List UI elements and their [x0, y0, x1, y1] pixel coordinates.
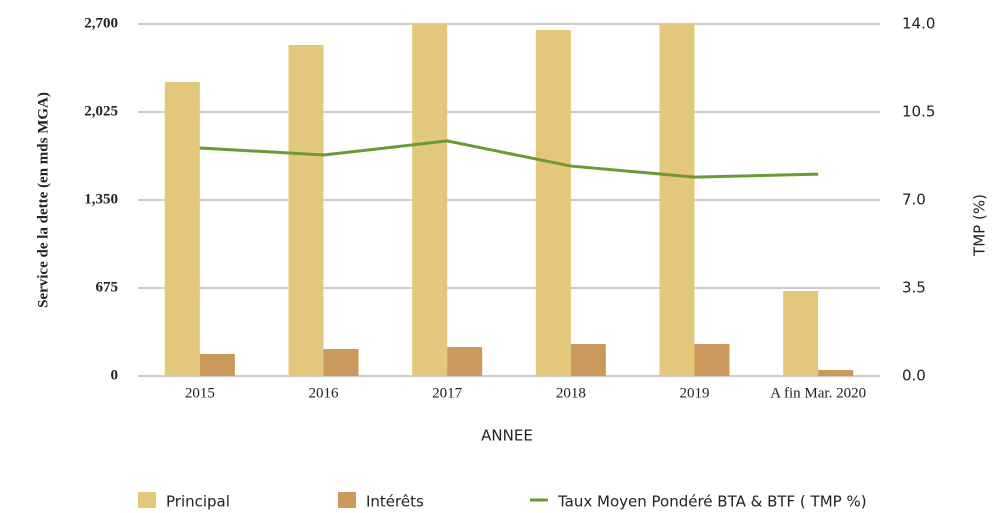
y-tick-label: 675 [96, 279, 119, 295]
bar [818, 370, 854, 376]
bar [659, 24, 695, 376]
bar [570, 344, 606, 376]
x-tick-label: A fin Mar. 2020 [770, 385, 866, 401]
bar [783, 290, 819, 376]
bar [694, 344, 730, 376]
bar [447, 347, 483, 376]
y-axis-label: Service de la dette (en mds MGA) [35, 92, 51, 308]
bar [535, 29, 571, 376]
y-tick-label: 2,025 [84, 103, 118, 119]
line [199, 139, 819, 179]
y2-axis-label: TMP (%) [971, 194, 989, 257]
x-tick-label: 2019 [680, 385, 710, 401]
x-tick-label: 2015 [185, 385, 215, 401]
bar [323, 349, 359, 376]
legend-label: Taux Moyen Pondéré BTA & BTF ( TMP %) [557, 493, 867, 511]
bar [164, 82, 200, 376]
bar [288, 44, 324, 377]
bar [199, 353, 235, 376]
legend-label: Intérêts [366, 493, 424, 511]
y2-tick-label: 7.0 [902, 191, 926, 209]
bar [412, 24, 448, 376]
x-axis-label: ANNEE [481, 427, 533, 445]
y2-tick-label: 10.5 [902, 103, 935, 121]
y2-tick-label: 14.0 [902, 15, 935, 33]
x-tick-label: 2016 [309, 385, 340, 401]
x-tick-label: 2018 [556, 385, 586, 401]
legend-swatch [138, 492, 156, 508]
y2-tick-label: 0.0 [902, 367, 926, 385]
y-tick-label: 2,700 [84, 15, 118, 31]
x-tick-label: 2017 [432, 385, 463, 401]
y-tick-label: 0 [111, 367, 119, 383]
y-tick-label: 1,350 [84, 191, 118, 207]
y2-tick-label: 3.5 [902, 279, 926, 297]
legend-swatch [338, 492, 356, 508]
legend-label: Principal [166, 493, 230, 511]
